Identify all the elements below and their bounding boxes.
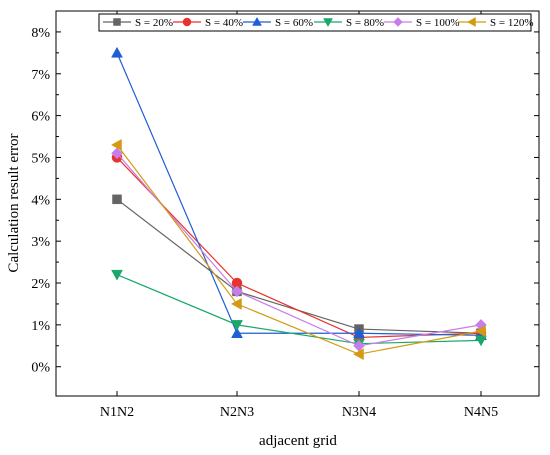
x-axis: N1N2 N2N3 N3N4 N4N5: [100, 11, 498, 420]
y-tick-label: 3%: [31, 235, 50, 250]
data-point-s-120: [352, 348, 364, 361]
legend-label: S = 20%: [135, 17, 173, 29]
y-axis-title: Calculation result error: [6, 133, 22, 272]
y-tick-label: 8%: [31, 26, 50, 41]
x-tick-label: N3N4: [342, 405, 376, 420]
y-tick-label: 0%: [31, 361, 50, 376]
legend-marker: [393, 17, 403, 27]
legend-label: S = 80%: [346, 17, 384, 29]
legend-marker: [323, 18, 333, 28]
legend-marker: [252, 16, 262, 26]
data-point-s-80: [231, 320, 243, 331]
y-tick-label: 7%: [31, 68, 50, 83]
series-group: [110, 46, 487, 361]
legend: S = 20% S = 40% S = 60% S = 80% S = 100% S = …: [98, 13, 533, 32]
series-line-s-20: [116, 198, 482, 334]
y-tick-label: 6%: [31, 110, 50, 125]
x-tick-label: N4N5: [464, 405, 498, 420]
legend-label: S = 40%: [205, 17, 243, 29]
legend-label: S = 60%: [275, 17, 313, 29]
y-tick-label: 1%: [31, 319, 50, 334]
series-line-s-100: [116, 152, 482, 347]
data-point-s-100: [231, 285, 243, 298]
data-point-s-120: [474, 325, 486, 338]
data-point-s-80: [475, 335, 487, 347]
y-axis: 0% 1% 2% 3% 4% 5% 6% 7% 8%: [31, 26, 539, 376]
data-point-s-100: [111, 147, 123, 160]
data-point-s-120: [110, 138, 122, 151]
series-line-s-80: [116, 274, 482, 345]
data-point-s-120: [230, 298, 242, 310]
x-axis-title: adjacent grid: [259, 433, 337, 449]
plot-frame: [55, 10, 540, 397]
y-tick-label: 4%: [31, 193, 50, 208]
series-line-s-60: [116, 52, 482, 336]
series-line-s-120: [116, 144, 482, 355]
series-line-s-40: [116, 157, 482, 339]
x-tick-label: N1N2: [100, 405, 134, 420]
legend-marker: [466, 17, 476, 27]
data-point-s-60: [231, 327, 243, 338]
data-point-s-20: [112, 194, 122, 205]
legend-marker: [182, 17, 192, 27]
x-tick-label: N2N3: [220, 405, 254, 420]
data-point-s-60: [353, 327, 365, 338]
y-tick-label: 5%: [31, 151, 50, 166]
legend-label: S = 100%: [416, 17, 459, 29]
y-tick-label: 2%: [31, 277, 50, 292]
legend-marker: [113, 18, 121, 26]
data-point-s-80: [111, 269, 123, 281]
legend-label: S = 120%: [490, 17, 533, 29]
data-point-s-60: [111, 46, 123, 58]
